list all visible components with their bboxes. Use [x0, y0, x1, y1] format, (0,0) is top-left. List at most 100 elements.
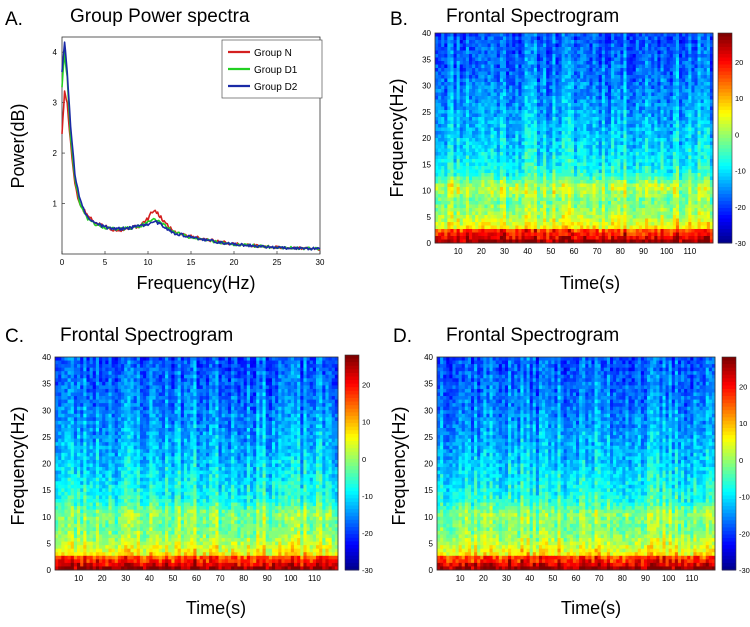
- spectrogram-cell: [502, 215, 507, 219]
- spectrogram-cell: [540, 33, 544, 37]
- spectrogram-cell: [530, 208, 535, 212]
- spectrogram-cell: [595, 138, 600, 142]
- spectrogram-cell: [607, 68, 612, 72]
- spectrogram-cell: [475, 180, 479, 184]
- spectrogram-cell: [444, 218, 448, 223]
- spectrogram-cell: [515, 134, 519, 139]
- spectrogram-cell: [623, 117, 627, 121]
- spectrogram-cell: [586, 138, 590, 142]
- spectrogram-cell: [493, 106, 498, 111]
- spectrogram-cell: [577, 61, 581, 65]
- spectrogram-cell: [472, 113, 476, 118]
- spectrogram-cell: [645, 127, 649, 132]
- spectrogram-cell: [570, 211, 575, 216]
- spectrogram-cell: [672, 155, 677, 160]
- spectrogram-cell: [456, 208, 461, 212]
- spectrogram-cell: [672, 43, 677, 48]
- spectrogram-cell: [586, 131, 590, 135]
- spectrogram-cell: [691, 117, 695, 121]
- spectrogram-cell: [441, 148, 445, 153]
- spectrogram-cell: [570, 68, 575, 72]
- spectrogram-cell: [620, 138, 624, 142]
- spectrogram-cell: [595, 169, 600, 174]
- spectrogram-cell: [697, 57, 702, 62]
- spectrogram-cell: [703, 183, 708, 188]
- spectrogram-cell: [607, 180, 612, 184]
- spectrogram-cell: [604, 218, 609, 223]
- spectrogram-cell: [629, 204, 634, 209]
- spectrogram-cell: [558, 173, 563, 177]
- spectrogram-cell: [703, 211, 708, 216]
- spectrogram-cell: [700, 218, 705, 223]
- spectrogram-cell: [465, 50, 470, 55]
- spectrogram-cell: [552, 40, 556, 44]
- spectrogram-cell: [564, 78, 569, 83]
- spectrogram-cell: [441, 113, 445, 118]
- spectrogram-cell: [691, 113, 695, 118]
- spectrogram-cell: [546, 40, 550, 44]
- spectrogram-cell: [561, 40, 566, 44]
- spectrogram-cell: [629, 106, 634, 111]
- spectrogram-cell: [524, 106, 529, 111]
- spectrogram-cell: [543, 75, 547, 79]
- spectrogram-cell: [552, 61, 556, 65]
- spectrogram-cell: [558, 201, 563, 205]
- spectrogram-cell: [530, 50, 535, 55]
- spectrogram-cell: [611, 43, 615, 48]
- spectrogram-cell: [614, 176, 618, 181]
- spectrogram-cell: [675, 82, 680, 86]
- spectrogram-cell: [475, 190, 479, 195]
- spectrogram-cell: [703, 215, 708, 219]
- spectrogram-cell: [438, 155, 442, 160]
- spectrogram-cell: [472, 82, 476, 86]
- spectrogram-cell: [629, 215, 634, 219]
- spectrogram-cell: [620, 106, 624, 111]
- spectrogram-cell: [660, 68, 664, 72]
- spectrogram-cell: [635, 215, 640, 219]
- spectrogram-cell: [564, 131, 569, 135]
- spectrogram-cell: [462, 197, 467, 202]
- spectrogram-cell: [506, 169, 510, 174]
- spectrogram-cell: [493, 43, 498, 48]
- spectrogram-cell: [623, 201, 627, 205]
- spectrogram-cell: [635, 61, 640, 65]
- spectrogram-cell: [450, 82, 454, 86]
- spectrogram-cell: [506, 54, 510, 58]
- spectrogram-cell: [499, 138, 504, 142]
- spectrogram-cell: [518, 141, 522, 146]
- spectrogram-cell: [509, 145, 513, 149]
- spectrogram-cell: [490, 54, 495, 58]
- spectrogram-cell: [549, 43, 553, 48]
- spectrogram-cell: [614, 106, 618, 111]
- spectrogram-cell: [524, 61, 529, 65]
- spectrogram-cell: [604, 124, 609, 128]
- spectrogram-cell: [435, 113, 439, 118]
- spectrogram-cell: [700, 145, 705, 149]
- spectrogram-cell: [496, 113, 501, 118]
- spectrogram-cell: [549, 201, 553, 205]
- spectrogram-cell: [586, 50, 590, 55]
- spectrogram-cell: [524, 138, 529, 142]
- spectrogram-cell: [645, 148, 649, 153]
- spectrogram-cell: [546, 89, 550, 93]
- spectrogram-cell: [558, 208, 563, 212]
- spectrogram-cell: [666, 85, 671, 90]
- spectrogram-cell: [530, 82, 535, 86]
- spectrogram-cell: [438, 194, 442, 198]
- spectrogram-cell: [512, 166, 516, 170]
- spectrogram-cell: [564, 75, 569, 79]
- spectrogram-cell: [540, 218, 544, 223]
- spectrogram-cell: [438, 162, 442, 167]
- spectrogram-cell: [530, 155, 535, 160]
- spectrogram-cell: [691, 71, 695, 76]
- spectrogram-cell: [462, 180, 467, 184]
- spectrogram-cell: [660, 43, 664, 48]
- spectrogram-cell: [567, 103, 572, 107]
- spectrogram-cell: [435, 152, 439, 156]
- spectrogram-cell: [709, 190, 714, 195]
- spectrogram-cell: [626, 71, 630, 76]
- spectrogram-cell: [697, 222, 702, 226]
- spectrogram-cell: [567, 75, 572, 79]
- spectrogram-cell: [546, 155, 550, 160]
- spectrogram-cell: [666, 190, 671, 195]
